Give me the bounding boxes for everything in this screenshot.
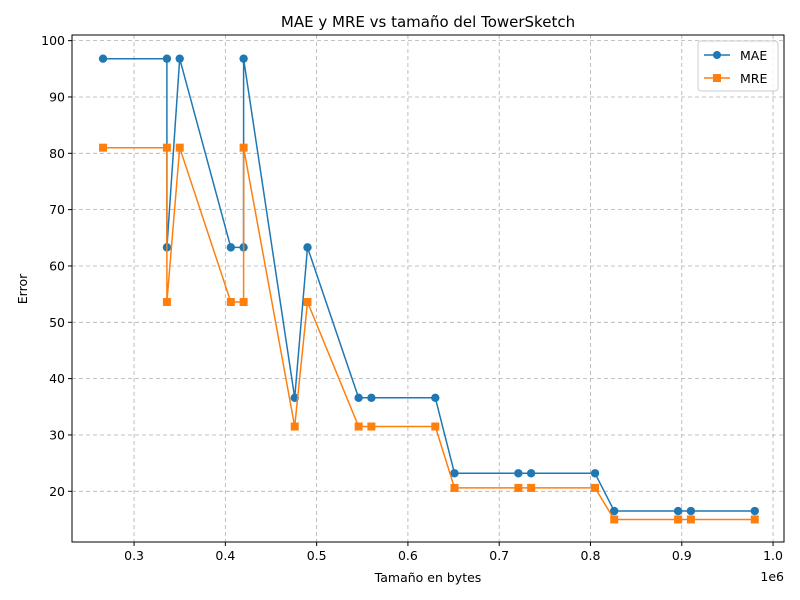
y-tick-label: 90 [49, 89, 65, 104]
data-point-mre [367, 422, 376, 431]
data-point-mae [686, 506, 696, 516]
data-point-mre [514, 483, 523, 492]
data-point-mre [239, 143, 248, 152]
data-point-mre [431, 422, 440, 431]
data-point-mre [354, 422, 363, 431]
y-axis: 20 30 40 50 60 70 80 90 100 [41, 33, 72, 499]
legend: MAE MRE [697, 40, 779, 92]
x-tick-label: 0.6 [398, 548, 418, 563]
data-point-mae [750, 506, 759, 516]
series-line-mae [103, 57, 755, 512]
data-point-mae [431, 393, 440, 402]
y-tick-label: 40 [49, 371, 65, 386]
x-axis: 0.3 0.4 0.5 0.6 0.7 0.8 0.9 1.0 [124, 542, 783, 563]
data-point-mre [674, 515, 683, 524]
legend-marker-mae [713, 51, 721, 59]
series-mae [98, 54, 759, 516]
series-line-mre [103, 146, 755, 521]
data-point-mre [175, 143, 184, 152]
x-axis-offset-label: 1e6 [760, 569, 784, 584]
data-point-mre [750, 515, 759, 524]
plot-area-frame [71, 34, 785, 543]
x-tick-label: 0.4 [215, 548, 235, 563]
data-point-mae [98, 54, 108, 63]
data-point-mae [610, 506, 619, 516]
data-point-mae [162, 54, 172, 63]
data-point-mae [367, 393, 376, 402]
x-tick-label: 0.9 [672, 548, 692, 563]
data-point-mae [450, 469, 459, 478]
data-point-mre [239, 298, 248, 307]
data-point-mre [162, 143, 171, 152]
data-point-mae [514, 469, 523, 478]
y-tick-label: 50 [49, 315, 65, 330]
data-point-mae [303, 243, 312, 252]
legend-label-mre: MRE [740, 71, 767, 86]
y-axis-label: Error [15, 273, 30, 304]
data-point-mae [354, 393, 363, 402]
x-tick-label: 0.8 [581, 548, 601, 563]
data-point-mae [226, 243, 236, 252]
y-tick-label: 60 [49, 258, 65, 273]
x-tick-label: 0.3 [124, 548, 144, 563]
data-point-mre [610, 515, 619, 524]
data-point-mae [590, 469, 600, 478]
y-tick-label: 20 [49, 484, 65, 499]
chart-title: MAE y MRE vs tamaño del TowerSketch [281, 13, 575, 31]
data-point-mre [99, 143, 108, 152]
data-point-mre [686, 515, 695, 524]
data-point-mae [175, 54, 184, 63]
grid-lines [72, 35, 784, 542]
data-point-mre [290, 422, 299, 431]
data-point-mae [673, 506, 683, 516]
data-point-mre [450, 483, 459, 492]
data-point-mre [303, 298, 312, 307]
data-point-mae [526, 469, 536, 478]
legend-marker-mre [713, 74, 721, 82]
series-mre [99, 143, 759, 524]
data-point-mre [527, 483, 536, 492]
x-tick-label: 0.7 [489, 548, 509, 563]
data-point-mre [591, 483, 600, 492]
y-tick-label: 100 [41, 33, 65, 48]
y-tick-label: 80 [49, 146, 65, 161]
y-tick-label: 30 [49, 427, 65, 442]
series-layer [98, 54, 759, 524]
legend-label-mae: MAE [740, 48, 767, 63]
y-tick-label: 70 [49, 202, 65, 217]
x-tick-label: 0.5 [307, 548, 327, 563]
x-tick-label: 1.0 [763, 548, 783, 563]
data-point-mae [239, 54, 248, 63]
data-point-mre [162, 298, 171, 307]
data-point-mre [226, 298, 235, 307]
x-axis-label: Tamaño en bytes [374, 570, 482, 585]
